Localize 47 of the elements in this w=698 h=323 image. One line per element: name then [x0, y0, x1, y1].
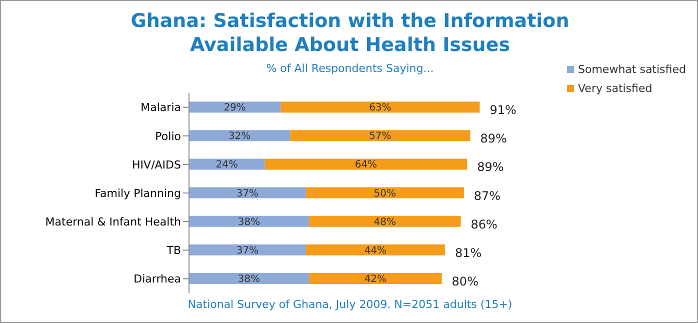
bar	[280, 102, 480, 113]
data-label: 64%	[354, 160, 378, 171]
y-tick-label: HIV/AIDS	[132, 158, 182, 172]
y-tick-label: TB	[166, 244, 181, 258]
data-label: 24%	[216, 160, 238, 171]
bar	[189, 102, 281, 113]
y-tick-label: Maternal & Infant Health	[45, 215, 182, 228]
bar	[290, 130, 470, 142]
data-label: 38%	[238, 274, 260, 285]
chart-title: Ghana: Satisfaction with the Information Available About Health Issues	[130, 9, 570, 57]
bar	[264, 158, 468, 170]
data-label: 42%	[364, 274, 387, 285]
data-label: 37%	[236, 188, 259, 200]
bar	[189, 158, 265, 170]
legend-label: Very satisfied	[577, 82, 654, 95]
text: National Survey of Ghana, July 2009. N=2051 adults (15+)	[186, 298, 514, 311]
total-label: 91%	[490, 103, 516, 118]
total-label: 87%	[474, 188, 501, 203]
data-label: 44%	[364, 245, 387, 256]
total-label: 89%	[477, 160, 504, 174]
data-label: 48%	[374, 216, 396, 228]
data-label: 63%	[369, 102, 392, 114]
y-tick-label: Polio	[155, 130, 182, 143]
bar	[306, 244, 445, 256]
bar	[309, 273, 442, 284]
bar	[189, 130, 290, 142]
bar	[306, 187, 464, 198]
data-label: 29%	[224, 102, 246, 114]
chart-subtitle: % of All Respondents Saying...	[266, 62, 434, 75]
bar	[189, 273, 310, 284]
total-label: 86%	[470, 217, 498, 232]
y-tick-label: Family Planning	[94, 186, 181, 200]
legend-label: Somewhat satisfied	[577, 63, 687, 76]
data-label: 50%	[374, 188, 396, 200]
bar	[309, 216, 461, 227]
data-label: 57%	[369, 131, 392, 142]
total-label: 89%	[480, 132, 507, 146]
bar	[189, 187, 306, 198]
y-tick-label: Malaria	[140, 101, 181, 114]
total-label: 80%	[452, 274, 478, 288]
data-label: 38%	[238, 216, 260, 228]
bar	[189, 244, 306, 256]
data-label: 32%	[228, 131, 251, 142]
total-label: 81%	[454, 246, 482, 260]
data-label: 37%	[236, 245, 259, 256]
bar	[189, 216, 310, 227]
y-tick-label: Diarrhea	[134, 272, 181, 286]
